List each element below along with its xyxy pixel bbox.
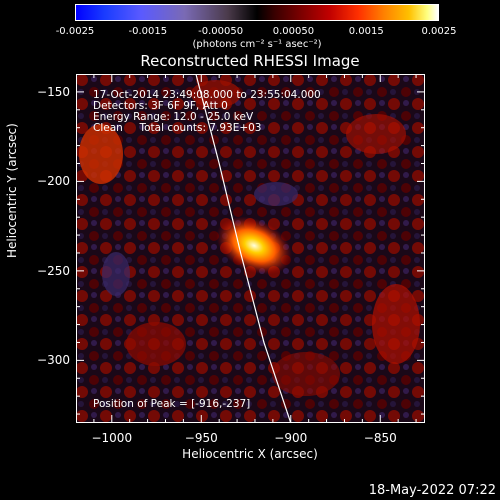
colorbar-tick-label: -0.0015 (128, 26, 168, 37)
colorbar-tick-label: -0.00050 (198, 26, 244, 37)
colorbar-tick-label: -0.0025 (55, 26, 95, 37)
annotation-time-range: 17-Oct-2014 23:49:08.000 to 23:55:04.000 (93, 89, 321, 101)
emission-blob (272, 352, 340, 396)
plot-frame (76, 74, 425, 423)
colorbar-ticks: -0.0025 -0.0015 -0.00050 0.00050 0.0015 0.002… (56, 26, 457, 40)
x-tick-label: −1000 (91, 431, 133, 445)
x-tick-label: −850 (363, 431, 397, 445)
x-axis-label: Heliocentric X (arcsec) (182, 447, 318, 461)
colorbar-units: (photons cm⁻² s⁻¹ asec⁻²) (192, 39, 322, 50)
annotation-detectors: Detectors: 3F 6F 9F, Att 0 (93, 100, 228, 112)
x-tick-label: −950 (184, 431, 218, 445)
emission-blob (254, 182, 298, 206)
y-axis-label: Heliocentric Y (arcsec) (5, 123, 19, 258)
axis-ticks (76, 74, 425, 423)
emission-blob (372, 284, 420, 364)
emission-blob (346, 114, 406, 154)
y-tick-label: −200 (37, 174, 70, 189)
colorbar (75, 4, 439, 21)
annotation-peak-position: Position of Peak = [-916,-237] (93, 398, 251, 410)
annotation-energy-range: Energy Range: 12.0 - 25.0 keV (93, 111, 254, 123)
y-tick-label: −250 (37, 263, 70, 278)
y-tick-label: −150 (37, 84, 70, 99)
y-tick-label: −300 (37, 353, 70, 368)
emission-blob (102, 252, 130, 296)
solar-limb (195, 74, 292, 423)
emission-blobs (79, 80, 420, 396)
colorbar-tick-label: 0.00050 (272, 26, 315, 37)
x-tick-label: −900 (274, 431, 308, 445)
heatmap-plot (76, 74, 425, 423)
emission-blob (79, 124, 123, 184)
chart-title: Reconstructed RHESSI Image (140, 52, 360, 70)
annotation-clean-counts: Clean Total counts: 7.93E+03 (93, 122, 262, 134)
emission-blob (126, 322, 186, 366)
colorbar-tick-label: 0.0025 (421, 26, 457, 37)
timestamp: 18-May-2022 07:22 (368, 483, 496, 498)
colorbar-tick-label: 0.0015 (348, 26, 384, 37)
